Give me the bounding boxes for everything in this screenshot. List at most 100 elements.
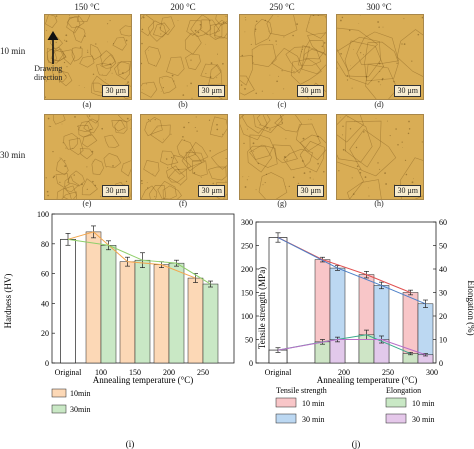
grain-speck: [252, 142, 255, 145]
grain-speck: [86, 166, 88, 168]
scale-label: 30 μm: [198, 85, 225, 97]
grain-speck: [81, 183, 83, 186]
grain-speck: [264, 182, 266, 184]
grain-speck: [64, 75, 67, 77]
grain-speck: [276, 80, 278, 83]
grain-speck: [309, 22, 310, 23]
grain-speck: [63, 61, 66, 64]
grain-speck: [178, 168, 180, 171]
grain-speck: [90, 129, 91, 131]
grain-speck: [307, 118, 309, 120]
grain-boundary: [283, 148, 313, 171]
grain-speck: [246, 179, 248, 181]
grain-boundary: [191, 160, 208, 177]
grain-boundary: [186, 20, 203, 36]
y2-tick-label: 30: [439, 289, 447, 298]
grain-speck: [403, 43, 406, 45]
grain-speck: [173, 80, 175, 82]
grain-speck: [340, 53, 342, 55]
y-tick-label: 200: [241, 265, 253, 274]
grain-speck: [283, 36, 285, 38]
grain-boundary: [249, 144, 278, 168]
grain-speck: [286, 159, 288, 161]
micrograph-g: 30 μm: [239, 114, 327, 200]
grain-speck: [177, 20, 179, 21]
grain-speck: [71, 147, 73, 149]
grain-boundary: [337, 27, 378, 72]
grain-speck: [197, 31, 200, 34]
grain-speck: [296, 23, 298, 25]
grain-speck: [106, 41, 108, 43]
grain-speck: [244, 88, 246, 90]
grain-speck: [254, 28, 257, 31]
grain-speck: [359, 168, 361, 171]
grain-speck: [401, 141, 403, 143]
grain-speck: [216, 128, 219, 131]
grain-speck: [59, 71, 61, 73]
grain-speck: [222, 62, 224, 65]
grain-speck: [411, 181, 414, 184]
grain-speck: [141, 28, 144, 31]
grain-speck: [161, 78, 163, 79]
x-tick-label: Original: [265, 368, 292, 377]
grain-boundary: [91, 158, 104, 176]
grain-speck: [292, 176, 295, 179]
grain-boundary: [68, 137, 84, 156]
grain-speck: [340, 19, 342, 22]
grain-speck: [216, 77, 218, 79]
grain-speck: [408, 128, 411, 130]
grain-boundary: [337, 36, 381, 78]
grain-speck: [245, 19, 247, 21]
grain-speck: [275, 40, 277, 42]
grain-speck: [243, 142, 245, 145]
grain-boundary: [81, 178, 98, 196]
grain-speck: [141, 179, 143, 182]
grain-boundary: [185, 151, 205, 169]
grain-speck: [360, 52, 362, 54]
grain-speck: [254, 30, 256, 32]
grain-boundary: [49, 36, 64, 51]
grain-boundary: [364, 41, 399, 82]
bar-10min: [153, 264, 170, 364]
grain-boundary: [396, 29, 423, 77]
bar-original-strength: [268, 237, 288, 364]
grain-speck: [209, 150, 211, 152]
grain-speck: [342, 134, 344, 136]
grain-speck: [408, 120, 410, 123]
grain-speck: [111, 72, 113, 74]
grain-speck: [283, 156, 286, 158]
grain-boundary: [305, 15, 326, 39]
grain-speck: [156, 127, 158, 128]
row-label-30min: 30 min: [0, 150, 26, 160]
bar-10min: [187, 277, 204, 364]
hardness-x-label: Annealing temperature (°C): [93, 375, 194, 385]
grain-speck: [248, 176, 250, 178]
x-tick-label: 300: [426, 368, 438, 377]
grain-speck: [370, 80, 372, 82]
micrograph-caption: (b): [178, 100, 188, 109]
grain-speck: [337, 67, 339, 69]
scale-label: 30 μm: [102, 185, 129, 197]
legend-elongation-10min-swatch: [385, 397, 407, 408]
grain-boundary: [253, 115, 284, 133]
grain-speck: [212, 182, 214, 185]
grain-speck: [378, 81, 380, 83]
grain-speck: [193, 172, 196, 174]
grain-speck: [125, 180, 128, 183]
strength-x-label: Annealing temperature (°C): [317, 375, 418, 385]
bar-30min: [134, 259, 151, 364]
grain-speck: [162, 87, 164, 89]
micrograph-caption: (f): [179, 199, 187, 208]
grain-speck: [120, 182, 122, 183]
grain-speck: [160, 33, 162, 35]
grain-speck: [171, 156, 173, 159]
grain-boundary: [185, 53, 201, 70]
grain-speck: [220, 69, 222, 71]
grain-speck: [377, 21, 379, 23]
grain-speck: [184, 139, 186, 141]
grain-speck: [377, 81, 379, 83]
grain-speck: [95, 43, 97, 45]
grain-boundary: [295, 123, 321, 152]
grain-speck: [147, 119, 150, 121]
